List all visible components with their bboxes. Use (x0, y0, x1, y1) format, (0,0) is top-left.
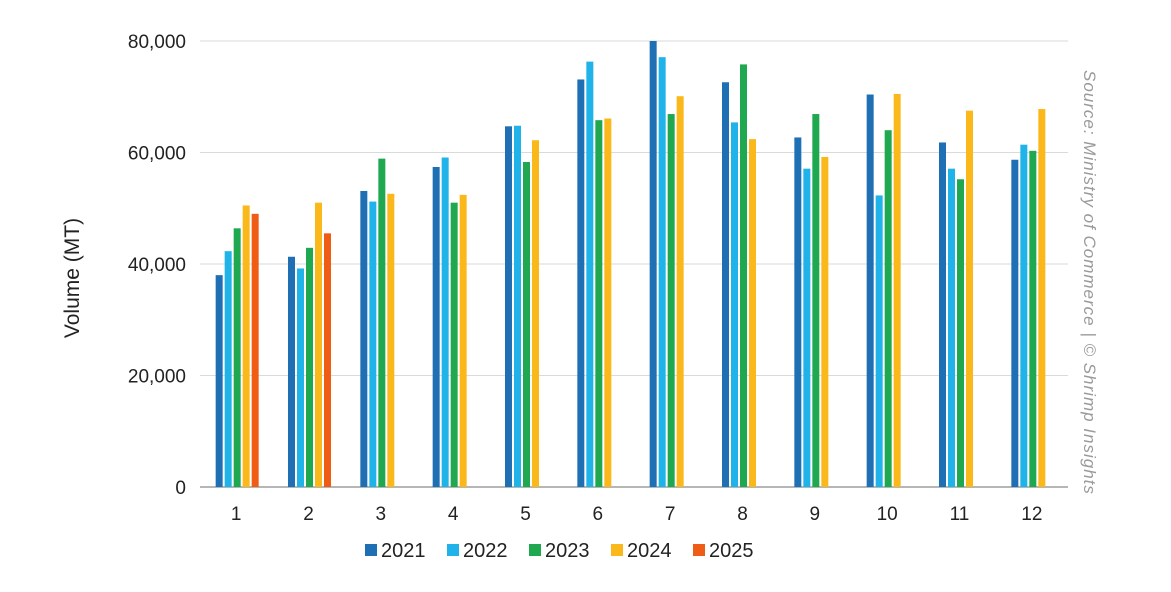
legend-label: 2023 (545, 540, 590, 562)
x-tick-label: 5 (520, 504, 531, 525)
y-tick-label: 60,000 (128, 144, 186, 165)
bar-2022-11 (948, 168, 955, 488)
bar-2022-12 (1020, 144, 1028, 487)
bar-2023-6 (595, 120, 603, 487)
legend-swatch-2022 (447, 544, 459, 556)
bar-2024-1 (242, 205, 250, 487)
bar-2021-5 (505, 126, 512, 488)
bar-2024-2 (315, 202, 322, 488)
bar-2022-5 (514, 125, 521, 488)
y-tick-label: 80,000 (128, 32, 186, 53)
bar-2021-2 (288, 256, 295, 487)
x-tick-label: 8 (737, 504, 748, 525)
bar-2023-9 (812, 114, 820, 487)
x-tick-label: 2 (303, 504, 314, 525)
y-tick-labels: 0 20,000 40,000 60,000 80,000 (128, 32, 186, 499)
bar-2023-10 (884, 130, 892, 487)
x-tick-label: 10 (877, 504, 898, 525)
x-tick-label: 12 (1021, 504, 1042, 525)
bar-2021-7 (649, 41, 657, 487)
y-tick-label: 40,000 (128, 255, 186, 276)
legend-label: 2024 (627, 540, 672, 562)
bar-2024-3 (387, 193, 395, 487)
gridlines (200, 40, 1068, 488)
bar-2022-9 (803, 168, 811, 488)
legend-swatch-2021 (365, 544, 377, 556)
bar-2021-8 (722, 82, 729, 487)
bar-2022-1 (224, 251, 232, 487)
legend-label: 2021 (381, 540, 426, 562)
legend-label: 2022 (463, 540, 508, 562)
bar-2023-5 (523, 161, 530, 488)
bar-2023-2 (306, 247, 313, 487)
bar-2024-10 (893, 93, 901, 488)
bar-2023-1 (233, 228, 241, 487)
legend-label: 2025 (709, 540, 754, 562)
x-tick-label: 7 (665, 504, 676, 525)
y-tick-label: 0 (175, 478, 186, 499)
bar-2024-8 (749, 139, 756, 487)
x-tick-label: 6 (593, 504, 604, 525)
bar-2021-6 (577, 79, 585, 487)
bar-2022-8 (731, 122, 738, 488)
bar-2022-4 (441, 157, 449, 487)
bar-2022-7 (658, 57, 666, 487)
bar-2021-1 (215, 275, 223, 487)
bar-2021-9 (794, 137, 802, 487)
legend-swatch-2024 (611, 544, 623, 556)
bar-2025-1 (251, 213, 259, 487)
legend-swatch-2025 (693, 544, 705, 556)
bars (215, 41, 1046, 488)
y-tick-label: 20,000 (128, 367, 186, 388)
x-tick-label: 1 (231, 504, 242, 525)
bar-2021-3 (360, 190, 368, 487)
bar-2022-10 (875, 195, 883, 488)
bar-2021-11 (939, 142, 946, 487)
x-tick-label: 11 (950, 504, 970, 525)
y-axis-label: Volume (MT) (61, 218, 84, 338)
bar-2021-12 (1011, 159, 1019, 487)
bar-2023-12 (1029, 150, 1037, 487)
bar-2023-8 (740, 64, 747, 487)
x-tick-label: 3 (376, 504, 387, 525)
bar-2024-6 (604, 118, 612, 488)
bar-2024-5 (532, 140, 539, 488)
legend: 2021 2022 2023 2024 2025 (365, 540, 754, 562)
bar-2024-11 (966, 110, 973, 487)
legend-swatch-2023 (529, 544, 541, 556)
bar-2022-6 (586, 61, 594, 487)
bar-2022-2 (297, 268, 304, 487)
source-note: Source: Ministry of Commerce | © Shrimp … (1080, 70, 1099, 495)
bar-2023-3 (378, 158, 386, 487)
bar-2023-11 (957, 179, 964, 487)
bar-2022-3 (369, 201, 377, 487)
bar-2024-9 (821, 156, 829, 487)
bar-2024-7 (676, 96, 684, 487)
bar-2021-4 (432, 166, 440, 487)
x-tick-label: 9 (810, 504, 821, 525)
x-tick-labels: 1 2 3 4 5 6 7 8 9 10 11 12 (231, 504, 1043, 525)
bar-2024-4 (459, 194, 467, 487)
x-tick-label: 4 (448, 504, 459, 525)
bar-2023-7 (667, 114, 675, 487)
bar-2025-2 (324, 233, 331, 487)
bar-2024-12 (1038, 109, 1046, 487)
bar-2023-4 (450, 202, 458, 488)
bar-2021-10 (866, 94, 874, 488)
